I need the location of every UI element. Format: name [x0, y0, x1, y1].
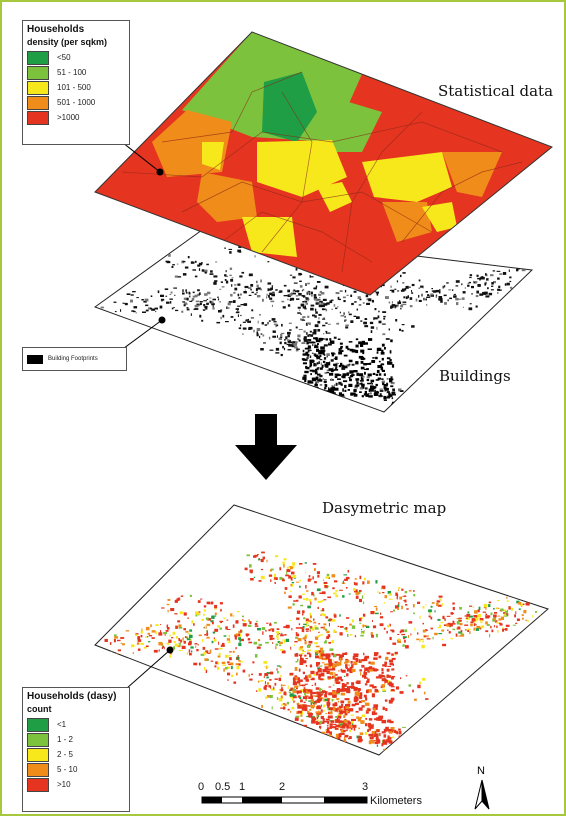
- legend-label: >10: [57, 780, 71, 789]
- buildings-layer: [93, 229, 534, 413]
- scale-tick-3: 3: [362, 781, 369, 793]
- legend-label: <1: [57, 720, 67, 729]
- legend-row: >1000: [27, 110, 125, 125]
- dasy-legend: Households (dasy) count <1 1 - 2 2 - 5 5 - …: [22, 687, 130, 812]
- legend-swatch: [27, 65, 49, 80]
- legend-swatch: [27, 717, 49, 732]
- dasymetric-layer: [94, 504, 549, 756]
- legend-row: 2 - 5: [27, 747, 125, 762]
- dasy-leader-line: [126, 649, 171, 689]
- scale-tick-1: 1: [239, 781, 246, 793]
- legend-swatch: [27, 732, 49, 747]
- density-legend-title: Households: [27, 24, 85, 35]
- dasy-leader-dot: [166, 646, 174, 654]
- building-footprints-label: Building Footprints: [48, 356, 98, 362]
- dasymetric-label: Dasymetric map: [322, 499, 447, 517]
- legend-row: <1: [27, 717, 125, 732]
- scale-tick-0-5: 0.5: [215, 781, 231, 793]
- legend-swatch: [27, 777, 49, 792]
- buildings-legend: Building Footprints: [22, 347, 127, 371]
- north-label: N: [477, 765, 485, 777]
- scale-bar: [201, 796, 368, 804]
- buildings-leader-dot: [158, 316, 166, 324]
- legend-row: 5 - 10: [27, 762, 125, 777]
- buildings-label: Buildings: [439, 367, 511, 385]
- legend-label: 51 - 100: [57, 68, 87, 77]
- statistical-data-label: Statistical data: [438, 82, 554, 100]
- legend-label: 2 - 5: [57, 750, 74, 759]
- density-leader-dot: [156, 168, 164, 176]
- scale-tick-2: 2: [279, 781, 286, 793]
- legend-row: 501 - 1000: [27, 95, 125, 110]
- legend-label: 101 - 500: [57, 83, 91, 92]
- down-arrow-icon: [235, 414, 297, 480]
- legend-label: 501 - 1000: [57, 98, 96, 107]
- legend-label: 1 - 2: [57, 735, 74, 744]
- legend-swatch: [27, 110, 49, 125]
- density-legend-subtitle: density (per sqkm): [27, 37, 108, 47]
- north-arrow-icon: [474, 779, 490, 810]
- statistical-data-layer: [94, 31, 553, 296]
- legend-label: >1000: [57, 113, 80, 122]
- scale-unit-label: Kilometers: [370, 795, 422, 807]
- density-legend: Households density (per sqkm) <50 51 - 10…: [22, 20, 130, 145]
- legend-label: <50: [57, 53, 71, 62]
- dasy-legend-subtitle: count: [27, 704, 52, 714]
- dasy-legend-title: Households (dasy): [27, 691, 117, 702]
- legend-swatch: [27, 747, 49, 762]
- legend-row: 1 - 2: [27, 732, 125, 747]
- legend-row: 101 - 500: [27, 80, 125, 95]
- legend-label: 5 - 10: [57, 765, 78, 774]
- scale-tick-0: 0: [198, 781, 205, 793]
- legend-row: <50: [27, 50, 125, 65]
- legend-swatch: [27, 95, 49, 110]
- legend-swatch: [27, 762, 49, 777]
- legend-swatch: [27, 50, 49, 65]
- legend-row: 51 - 100: [27, 65, 125, 80]
- legend-row: >10: [27, 777, 125, 792]
- legend-swatch: [27, 80, 49, 95]
- building-footprints-swatch: [27, 354, 43, 364]
